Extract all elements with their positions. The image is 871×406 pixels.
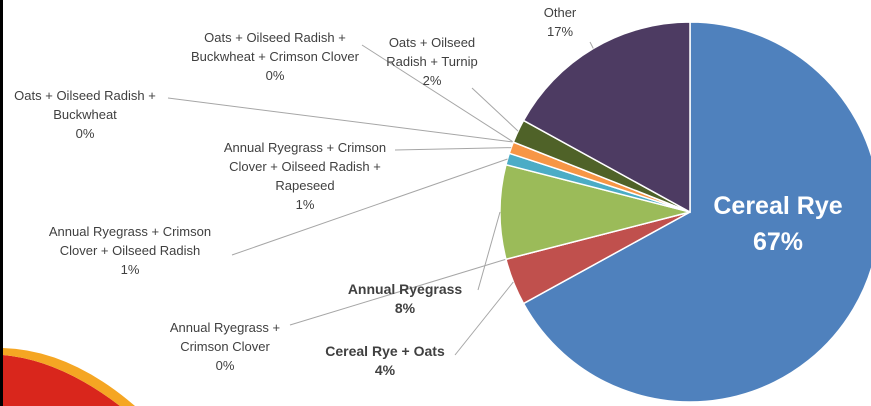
value-label: 1% — [120, 262, 140, 277]
value-label: 0% — [75, 126, 95, 141]
leader-line — [167, 97, 514, 143]
value-label: 4% — [374, 362, 396, 378]
value-label: 0% — [215, 358, 235, 373]
category-label: Cereal Rye — [713, 192, 843, 220]
leader-line — [589, 41, 594, 49]
decoration — [3, 348, 135, 406]
slice-label: Annual Ryegrass + Crimson Clover 0% — [150, 318, 300, 375]
category-label: Cereal Rye + Oats — [325, 343, 445, 359]
category-label: Annual Ryegrass — [347, 281, 463, 297]
slice-label: Oats + Oilseed Radish + Turnip 2% — [377, 33, 487, 90]
value-label: 67% — [752, 228, 804, 256]
pie-slice — [499, 163, 691, 261]
value-label: 1% — [295, 197, 315, 212]
category-label: Oats + Oilseed Radish + Turnip — [386, 35, 478, 69]
slice-label: Oats + Oilseed Radish + Buckwheat + Crim… — [190, 28, 360, 85]
leader-line — [394, 147, 512, 151]
category-label: Oats + Oilseed Radish + Buckwheat + Crim… — [191, 30, 359, 64]
slice-label: Annual Ryegrass + Crimson Clover + Oilse… — [35, 222, 225, 279]
category-label: Annual Ryegrass + Crimson Clover + Oilse… — [223, 140, 387, 193]
left-border — [0, 0, 3, 406]
slice-label: Cereal Rye + Oats 4% — [310, 342, 460, 380]
value-label: 0% — [265, 68, 285, 83]
leader-line — [231, 158, 508, 256]
pie-slice — [522, 21, 871, 403]
slice-label: Annual Ryegrass 8% — [330, 280, 480, 318]
category-label: Oats + Oilseed Radish + Buckwheat — [14, 88, 156, 122]
leader-line — [361, 44, 514, 143]
leader-line — [454, 281, 514, 356]
category-label: Annual Ryegrass + Crimson Clover — [169, 320, 281, 354]
value-label: 8% — [394, 300, 416, 316]
slice-label: Cereal Rye 67% — [698, 188, 858, 260]
category-label: Annual Ryegrass + Crimson Clover + Oilse… — [48, 224, 212, 258]
slice-label: Other 17% — [520, 3, 600, 41]
leader-line — [477, 211, 501, 291]
slice-label: Oats + Oilseed Radish + Buckwheat 0% — [0, 86, 170, 143]
category-label: Other — [543, 5, 577, 20]
decoration — [3, 355, 120, 406]
value-label: 17% — [546, 24, 574, 39]
slice-label: Annual Ryegrass + Crimson Clover + Oilse… — [220, 138, 390, 214]
value-label: 2% — [422, 73, 442, 88]
pie-slice — [522, 21, 691, 214]
leader-line — [289, 258, 507, 326]
leader-line — [471, 87, 519, 132]
